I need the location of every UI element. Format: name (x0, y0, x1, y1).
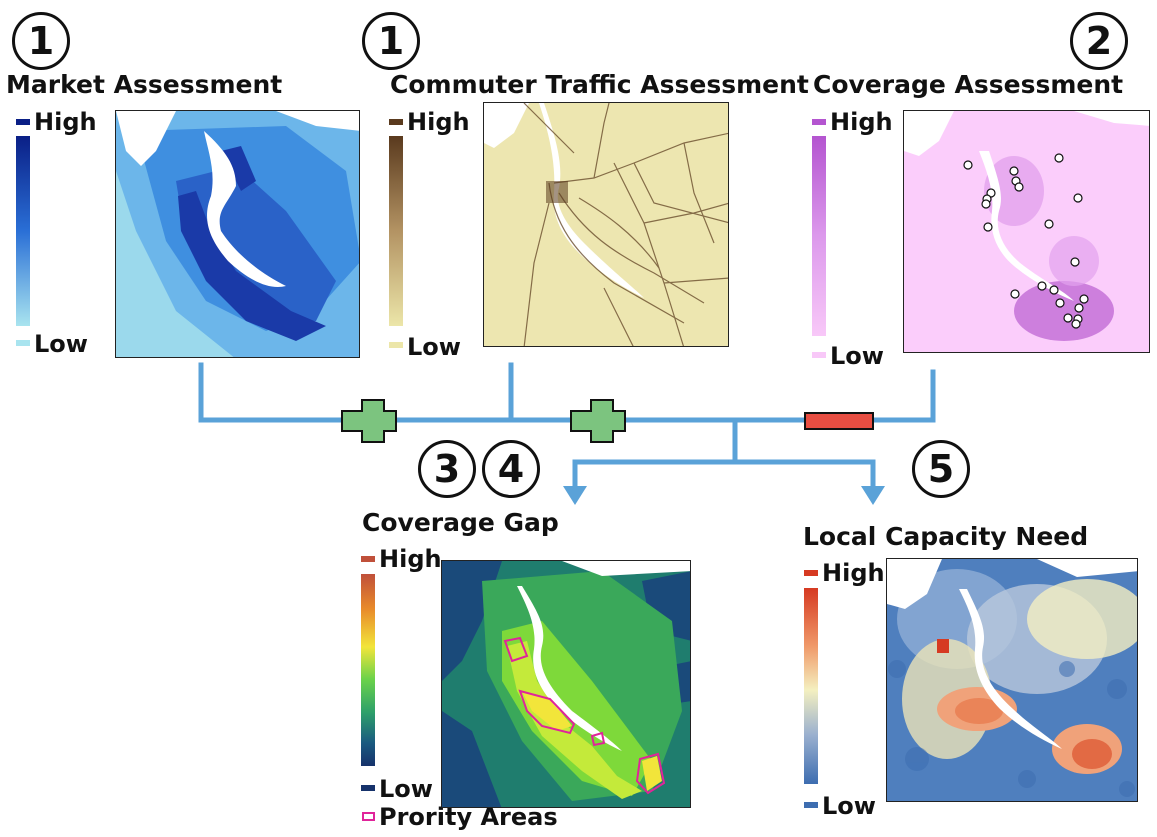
commuter-traffic-title: Commuter Traffic Assessment (390, 70, 809, 99)
legend-low-label: Low (379, 775, 433, 803)
minus-icon (804, 412, 874, 430)
legend-low-label: Low (830, 342, 884, 370)
legend-low-swatch (361, 785, 375, 791)
coverage-gap-legend-bar (361, 574, 375, 766)
market-legend-bar (16, 136, 30, 326)
legend-low-swatch (804, 802, 818, 808)
legend-high-label: High (379, 545, 442, 573)
step-1-badge-commuter: 1 (362, 12, 420, 70)
capacity-legend-bar (804, 588, 818, 784)
step-2-badge: 2 (1070, 12, 1128, 70)
plus-icon (570, 399, 626, 443)
legend-high-swatch (804, 570, 818, 576)
legend-low-swatch (16, 340, 30, 346)
step-4-badge: 4 (482, 440, 540, 498)
step-1-badge: 1 (12, 12, 70, 70)
legend-low-swatch (389, 342, 403, 348)
commuter-legend-bar (389, 136, 403, 326)
coverage-gap-title: Coverage Gap (362, 508, 559, 537)
legend-low-label: Low (822, 792, 876, 820)
legend-low-label: Low (34, 330, 88, 358)
legend-high-label: High (830, 108, 893, 136)
legend-high-label: High (34, 108, 97, 136)
legend-high-swatch (361, 556, 375, 562)
coverage-assessment-title: Coverage Assessment (813, 70, 1124, 99)
local-capacity-need-title: Local Capacity Need (803, 522, 1089, 551)
legend-high-swatch (389, 119, 403, 125)
arrow-down-icon (563, 486, 587, 505)
local-capacity-need-map (886, 558, 1138, 802)
coverage-gap-map (441, 560, 691, 808)
legend-low-swatch (812, 352, 826, 358)
legend-high-label: High (407, 108, 470, 136)
commuter-traffic-map (483, 102, 729, 347)
coverage-legend-bar (812, 136, 826, 336)
market-assessment-map (115, 110, 360, 358)
legend-high-swatch (16, 119, 30, 125)
coverage-assessment-map (903, 110, 1150, 353)
market-assessment-title: Market Assessment (6, 70, 283, 99)
step-3-badge: 3 (418, 440, 476, 498)
legend-high-label: High (822, 559, 885, 587)
priority-area-swatch (362, 812, 375, 821)
legend-high-swatch (812, 119, 826, 125)
plus-icon (341, 399, 397, 443)
arrow-down-icon (861, 486, 885, 505)
step-5-badge: 5 (912, 440, 970, 498)
legend-low-label: Low (407, 333, 461, 361)
